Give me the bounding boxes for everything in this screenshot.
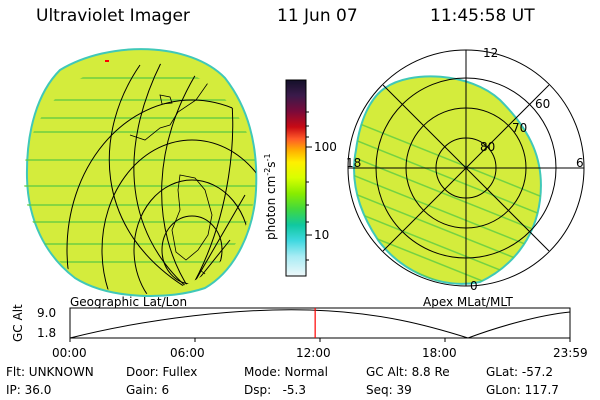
- mlt-label-12: 12: [483, 46, 499, 60]
- geographic-caption: Geographic Lat/Lon: [70, 295, 188, 309]
- mlat-label-70: 70: [512, 121, 528, 135]
- altitude-ylabel: GC Alt: [11, 304, 25, 342]
- geographic-image: [24, 48, 258, 298]
- instrument-title: Ultraviolet Imager: [36, 6, 190, 26]
- mlat-label-60: 60: [535, 97, 551, 111]
- observation-time: 11:45:58 UT: [430, 6, 535, 26]
- altitude-ytick-low: 1.8: [37, 326, 57, 340]
- colorbar-tick-10: 10: [314, 228, 330, 242]
- observation-date: 11 Jun 07: [277, 6, 358, 26]
- time-tick-0600: 06:00: [170, 346, 205, 360]
- info-door: Door: Fullex: [126, 365, 198, 379]
- colorbar-unit-label: photon cm-2s-1: [263, 153, 278, 240]
- mlat-label-80: 80: [480, 140, 496, 154]
- info-filter: Flt: UNKNOWN: [6, 365, 94, 379]
- mlt-label-6: 6: [576, 156, 584, 170]
- info-gain: Gain: 6: [126, 383, 170, 397]
- info-seq: Seq: 39: [366, 383, 412, 397]
- time-tick-2359: 23:59: [553, 346, 588, 360]
- info-mode: Mode: Normal: [244, 365, 328, 379]
- time-tick-0000: 00:00: [52, 346, 87, 360]
- time-tick-1800: 18:00: [422, 346, 457, 360]
- altitude-ytick-high: 9.0: [37, 306, 57, 320]
- info-glat: GLat: -57.2: [486, 365, 553, 379]
- info-ip: IP: 36.0: [6, 383, 52, 397]
- colorbar: [285, 79, 312, 277]
- mlt-label-0: 0: [470, 279, 478, 293]
- info-gc-alt: GC Alt: 8.8 Re: [366, 365, 450, 379]
- apex-caption: Apex MLat/MLT: [423, 295, 513, 309]
- info-glon: GLon: 117.7: [486, 383, 559, 397]
- colorbar-tick-100: 100: [314, 140, 337, 154]
- altitude-plot: [69, 307, 571, 342]
- mlt-label-18: 18: [346, 156, 362, 170]
- info-dsp: Dsp: -5.3: [244, 383, 307, 397]
- time-tick-1200: 12:00: [296, 346, 331, 360]
